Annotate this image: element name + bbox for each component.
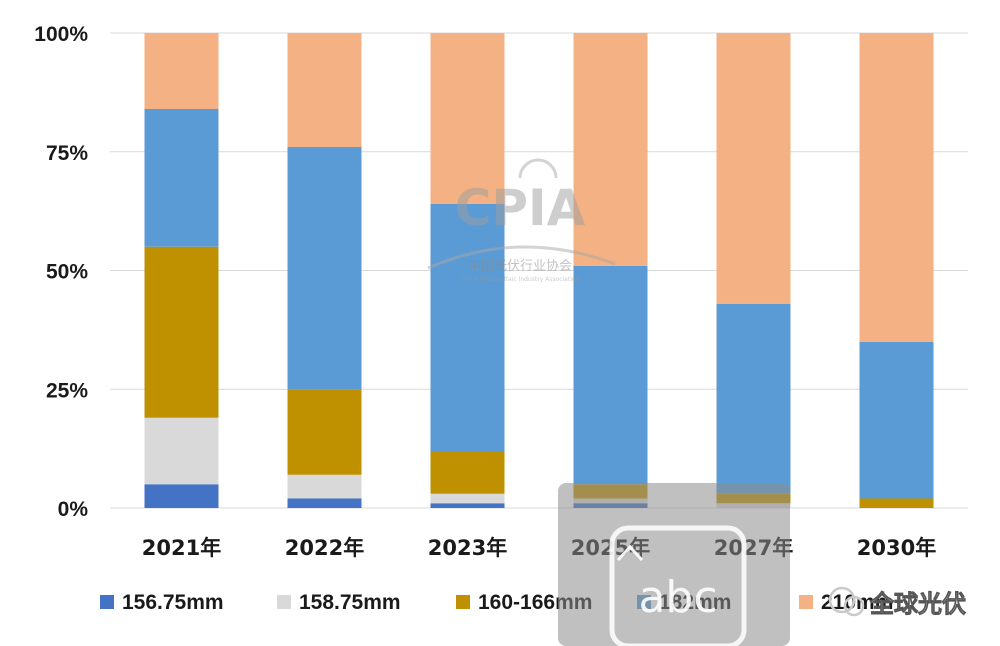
bar-segment <box>716 33 791 304</box>
legend-label: 158.75mm <box>299 591 401 614</box>
bar-segment <box>287 147 362 390</box>
bar-segment <box>287 33 362 147</box>
legend-item: 156.75mm <box>100 591 224 614</box>
bar-segment <box>430 493 505 504</box>
bar-segment <box>430 33 505 204</box>
bar-segment <box>144 109 219 247</box>
y-axis: 0% 25% 50% 75% 100% <box>34 23 88 521</box>
y-tick-label: 75% <box>46 142 88 165</box>
bar-segment <box>573 265 648 485</box>
caret-up-icon <box>616 544 644 562</box>
legend-item: 158.75mm <box>277 591 401 614</box>
bar-segment <box>573 33 648 266</box>
x-tick-label: 2023年 <box>428 536 507 560</box>
bar-segment <box>859 498 934 508</box>
bar-segment <box>287 474 362 499</box>
y-tick-label: 50% <box>46 261 88 284</box>
abc-overlay: abc <box>558 483 790 646</box>
x-tick-label: 2030年 <box>857 536 936 560</box>
overlay-box <box>558 483 790 646</box>
bar-stack <box>859 33 934 508</box>
bar-segment <box>287 498 362 508</box>
wechat-bubble-icon <box>843 595 865 617</box>
bar-stack <box>716 33 791 508</box>
overlay-glyphs: abc <box>638 572 717 623</box>
legend-label: 210mm <box>821 591 893 614</box>
bar-stack <box>573 33 648 508</box>
bar-stack <box>430 33 505 508</box>
y-tick-label: 25% <box>46 379 88 402</box>
bar-stack <box>287 33 362 508</box>
legend-swatch <box>277 595 291 609</box>
watermark-org-cn: 中国光伏行业协会 <box>468 259 572 274</box>
bar-segment <box>144 33 219 109</box>
gridlines <box>110 32 968 509</box>
swoosh-icon <box>427 245 616 270</box>
x-tick-label: 2022年 <box>285 536 364 560</box>
watermark-logo: CPIA <box>455 179 586 237</box>
bar-segment <box>144 417 219 485</box>
y-tick-label: 0% <box>58 498 89 521</box>
account-watermark: 全球光伏 <box>828 586 966 618</box>
bar-segment <box>430 204 505 451</box>
account-name: 全球光伏 <box>869 590 966 618</box>
bar-segment <box>859 341 934 499</box>
legend-swatch <box>799 595 813 609</box>
bar-stacks <box>144 33 934 508</box>
x-tick-label: 2021年 <box>142 536 221 560</box>
legend-label: 156.75mm <box>122 591 224 614</box>
bar-segment <box>144 484 219 508</box>
overlay-frame <box>609 525 747 646</box>
legend-swatch <box>456 595 470 609</box>
legend-swatch <box>100 595 114 609</box>
wechat-icon <box>828 586 856 614</box>
legend-item: 210mm <box>799 591 893 614</box>
bar-segment <box>716 303 791 494</box>
bar-segment <box>287 389 362 475</box>
bar-segment <box>430 503 505 508</box>
watermark-org-en: China Photovoltaic Industry Association <box>461 276 580 283</box>
sun-arc-icon <box>518 158 558 179</box>
bar-segment <box>430 451 505 494</box>
y-tick-label: 100% <box>34 23 88 46</box>
cpia-watermark: CPIA 中国光伏行业协会 China Photovoltaic Industr… <box>427 158 616 283</box>
bar-segment <box>144 246 219 418</box>
bar-stack <box>144 33 219 508</box>
bar-segment <box>859 33 934 342</box>
